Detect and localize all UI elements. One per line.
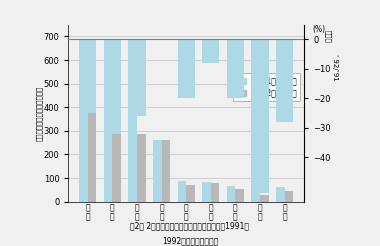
Bar bbox=[236, 189, 244, 202]
Text: (%): (%) bbox=[312, 25, 326, 34]
Bar bbox=[162, 140, 170, 202]
Bar bbox=[88, 91, 97, 202]
Bar bbox=[202, 182, 211, 202]
Bar bbox=[104, 95, 112, 202]
Bar bbox=[177, 181, 186, 202]
Legend: 1991年度 受注額, 1992年度 受注額: 1991年度 受注額, 1992年度 受注額 bbox=[233, 73, 300, 101]
Text: 図2． 2　工業計器製造業業種別受注金額（1991、: 図2． 2 工業計器製造業業種別受注金額（1991、 bbox=[130, 221, 250, 231]
Text: 1992年度）及び増減率: 1992年度）及び増減率 bbox=[162, 236, 218, 245]
Bar bbox=[153, 140, 162, 202]
Bar bbox=[128, 39, 146, 116]
Text: ’ 92/’91: ’ 92/’91 bbox=[332, 54, 339, 81]
Bar bbox=[252, 39, 269, 193]
Bar bbox=[79, 54, 88, 202]
Bar bbox=[177, 39, 195, 98]
Text: 增減率: 增減率 bbox=[325, 30, 331, 42]
Bar bbox=[211, 183, 219, 202]
Bar bbox=[202, 39, 219, 63]
Bar bbox=[112, 130, 121, 202]
Bar bbox=[285, 191, 293, 202]
Bar bbox=[79, 39, 97, 113]
Bar bbox=[252, 187, 260, 202]
Bar bbox=[276, 39, 293, 122]
Bar bbox=[227, 39, 244, 98]
Y-axis label: 製造業種別受注金額（億円）: 製造業種別受注金額（億円） bbox=[36, 86, 43, 141]
Bar bbox=[137, 134, 146, 202]
Bar bbox=[128, 111, 137, 202]
Bar bbox=[260, 195, 269, 202]
Bar bbox=[104, 39, 121, 134]
Bar bbox=[186, 185, 195, 202]
Bar bbox=[227, 186, 236, 202]
Bar bbox=[276, 187, 285, 202]
